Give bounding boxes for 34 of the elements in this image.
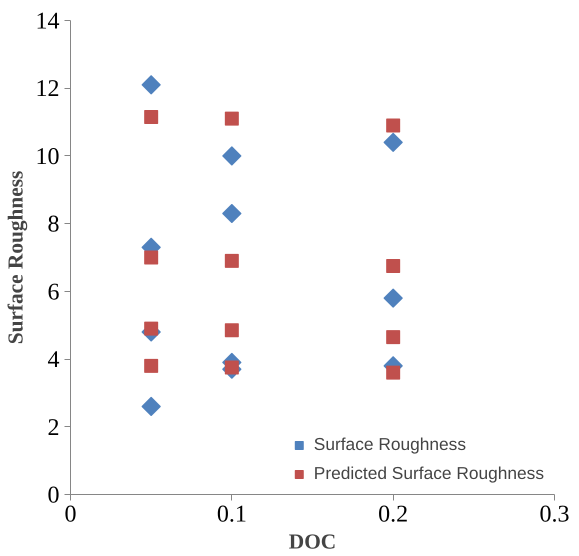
- y-tick-label: 4: [48, 347, 60, 374]
- point: [224, 323, 239, 338]
- x-axis-title: DOC: [288, 530, 336, 554]
- point: [144, 322, 158, 336]
- point: [144, 250, 158, 264]
- point: [222, 204, 242, 224]
- x-tick-label: 0.3: [540, 502, 570, 528]
- x-tick-label: 0.1: [216, 502, 247, 528]
- legend-label: Surface Roughness: [314, 434, 466, 455]
- point: [224, 254, 239, 268]
- x-tick-label: 0: [64, 502, 76, 528]
- point: [222, 146, 242, 166]
- point: [141, 396, 161, 416]
- point: [141, 75, 161, 95]
- point: [386, 258, 400, 273]
- point: [144, 110, 158, 124]
- point: [386, 366, 400, 380]
- y-tick-label: 0: [48, 482, 60, 508]
- legend-label: Predicted Surface Roughness: [314, 463, 544, 484]
- y-tick-label: 2: [48, 414, 60, 441]
- point: [383, 288, 403, 308]
- point: [224, 112, 239, 126]
- point: [144, 358, 158, 373]
- point: [224, 360, 239, 375]
- y-tick-label: 8: [48, 212, 60, 238]
- y-tick-label: 6: [48, 279, 60, 306]
- y-axis-title: Surface Roughness: [4, 170, 28, 344]
- point: [386, 118, 400, 132]
- x-tick-label: 0.2: [378, 502, 408, 528]
- y-tick-label: 14: [36, 8, 60, 34]
- y-tick-label: 12: [36, 76, 60, 102]
- y-tick-label: 10: [36, 144, 60, 170]
- point: [383, 132, 403, 152]
- point: [386, 330, 400, 344]
